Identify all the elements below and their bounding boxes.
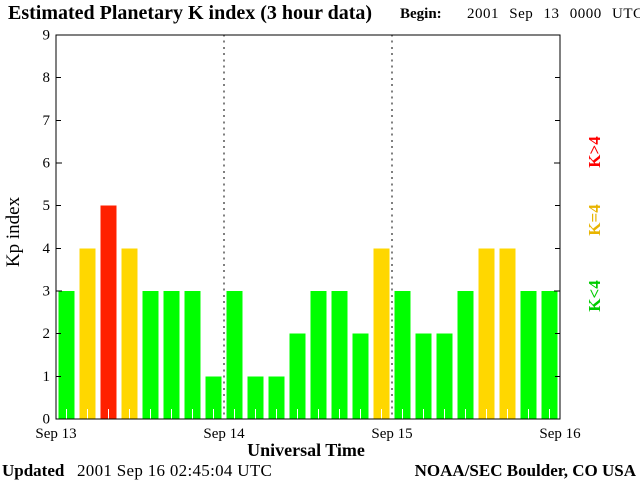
svg-text:Sep 14: Sep 14 — [203, 426, 245, 442]
svg-text:Begin:: Begin: — [400, 6, 442, 22]
svg-text:Estimated Planetary K index (3: Estimated Planetary K index (3 hour data… — [8, 2, 372, 24]
svg-text:3: 3 — [43, 284, 51, 300]
svg-text:Sep 15: Sep 15 — [371, 426, 412, 442]
svg-text:Universal Time: Universal Time — [247, 440, 365, 460]
svg-text:1: 1 — [43, 369, 51, 385]
svg-text:2: 2 — [43, 326, 51, 342]
svg-text:Kp index: Kp index — [3, 196, 24, 267]
svg-text:K=4: K=4 — [585, 204, 604, 236]
svg-text:2001 Sep 13 0000 UTC: 2001 Sep 13 0000 UTC — [467, 6, 640, 22]
svg-text:NOAA/SEC Boulder, CO USA: NOAA/SEC Boulder, CO USA — [415, 461, 637, 480]
svg-text:K>4: K>4 — [585, 136, 604, 168]
svg-text:Updated: Updated — [2, 461, 65, 480]
svg-text:Sep 13: Sep 13 — [35, 426, 76, 442]
svg-text:5: 5 — [43, 198, 51, 214]
svg-text:9: 9 — [43, 28, 51, 44]
svg-text:6: 6 — [43, 156, 51, 172]
svg-text:Sep 16: Sep 16 — [539, 426, 581, 442]
svg-text:8: 8 — [43, 70, 51, 86]
svg-text:2001 Sep 16 02:45:04 UTC: 2001 Sep 16 02:45:04 UTC — [77, 461, 272, 480]
svg-text:7: 7 — [43, 113, 51, 129]
svg-text:K<4: K<4 — [585, 280, 604, 312]
svg-text:4: 4 — [43, 241, 51, 257]
